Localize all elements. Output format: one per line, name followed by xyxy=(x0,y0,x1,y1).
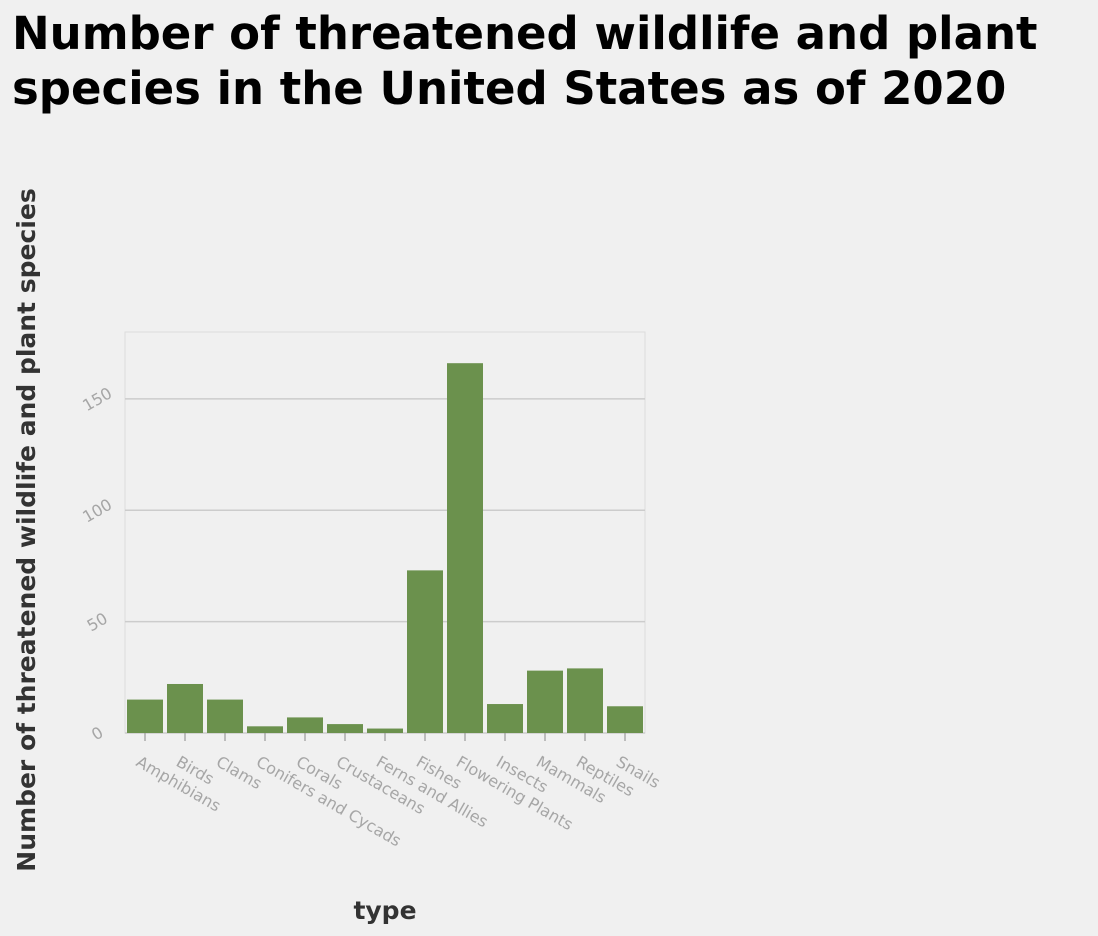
y-tick-label: 100 xyxy=(79,495,115,527)
y-axis-title: Number of threatened wildlife and plant … xyxy=(12,188,41,871)
bar xyxy=(447,363,483,733)
bar xyxy=(407,570,443,733)
x-tick-label: Clams xyxy=(213,752,265,793)
y-tick-label: 0 xyxy=(88,723,106,745)
bar xyxy=(367,728,403,733)
y-axis: 0 50 100 150 xyxy=(79,383,115,744)
bar xyxy=(167,683,203,733)
bar xyxy=(207,699,243,733)
bars xyxy=(127,363,643,733)
bar xyxy=(327,724,363,733)
chart-title: Number of threatened wildlife and plant … xyxy=(12,6,1098,116)
bar xyxy=(527,670,563,733)
bar xyxy=(607,706,643,733)
bar xyxy=(567,668,603,733)
bar xyxy=(487,704,523,733)
y-tick-label: 150 xyxy=(79,383,115,415)
chart-title-line-2: species in the United States as of 2020 xyxy=(12,62,1007,115)
x-axis-title: type xyxy=(353,896,416,925)
bar xyxy=(127,699,163,733)
bar xyxy=(287,717,323,733)
y-tick-label: 50 xyxy=(84,609,111,636)
bar xyxy=(247,726,283,733)
chart-title-line-1: Number of threatened wildlife and plant xyxy=(12,7,1038,60)
